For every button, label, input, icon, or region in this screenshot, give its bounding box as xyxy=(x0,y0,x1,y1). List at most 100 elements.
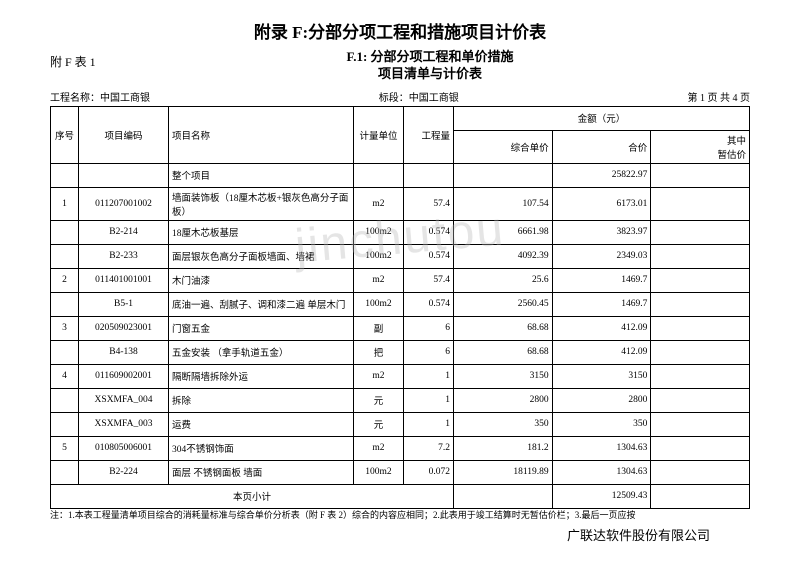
footnote: 注：1.本表工程量清单项目综合的消耗量标准与综合单价分析表（附 F 表 2）综合… xyxy=(50,510,750,521)
sub-title-line1: F.1: 分部分项工程和单价措施 xyxy=(230,49,630,66)
cell-unit xyxy=(354,163,404,187)
cell-seq xyxy=(51,244,79,268)
cell-price: 2560.45 xyxy=(454,292,553,316)
cell-price: 68.68 xyxy=(454,340,553,364)
cell-unit: 把 xyxy=(354,340,404,364)
cell-unit: 100m2 xyxy=(354,460,404,484)
cell-code: B2-233 xyxy=(79,244,169,268)
cell-price: 25.6 xyxy=(454,268,553,292)
page-label: 第 1 页 共 4 页 xyxy=(688,89,751,104)
cell-name: 拆除 xyxy=(169,388,354,412)
cell-name: 木门油漆 xyxy=(169,268,354,292)
cell-name: 底油一遍、刮腻子、调和漆二遍 单层木门 xyxy=(169,292,354,316)
cell-total: 6173.01 xyxy=(552,187,651,220)
meta-row: 工程名称：中国工商银 标段：中国工商银 第 1 页 共 4 页 xyxy=(50,89,750,104)
cell-qty: 57.4 xyxy=(404,268,454,292)
table-row: 5010805006001304不锈钢饰面m27.2181.21304.63 xyxy=(51,436,750,460)
cell-total: 3150 xyxy=(552,364,651,388)
table-row: 整个项目25822.97 xyxy=(51,163,750,187)
subtotal-label: 本页小计 xyxy=(51,484,454,508)
cell-unit: 元 xyxy=(354,412,404,436)
cell-qty: 57.4 xyxy=(404,187,454,220)
cell-temp xyxy=(651,220,750,244)
th-code: 项目编码 xyxy=(79,106,169,163)
cell-total: 1304.63 xyxy=(552,436,651,460)
cell-code: XSXMFA_003 xyxy=(79,412,169,436)
cell-temp xyxy=(651,244,750,268)
table-row: 本页小计12509.43 xyxy=(51,484,750,508)
cell-price xyxy=(454,163,553,187)
cell-qty: 6 xyxy=(404,340,454,364)
cell-seq xyxy=(51,460,79,484)
table-row: B2-233面层银灰色高分子面板墙面、墙裙100m20.5744092.3923… xyxy=(51,244,750,268)
cell-total: 412.09 xyxy=(552,316,651,340)
th-name: 项目名称 xyxy=(169,106,354,163)
cell-price: 2800 xyxy=(454,388,553,412)
th-unit-price: 综合单价 xyxy=(454,130,553,163)
cell-temp xyxy=(651,412,750,436)
cell-qty: 0.574 xyxy=(404,220,454,244)
cell-name: 隔断隔墙拆除外运 xyxy=(169,364,354,388)
cell-seq xyxy=(51,388,79,412)
cell-name: 面层 不锈钢面板 墙面 xyxy=(169,460,354,484)
cell-unit: 100m2 xyxy=(354,220,404,244)
cell-seq xyxy=(51,163,79,187)
cell-name: 门窗五金 xyxy=(169,316,354,340)
cell-total: 350 xyxy=(552,412,651,436)
cell-price: 4092.39 xyxy=(454,244,553,268)
cell-unit: m2 xyxy=(354,364,404,388)
th-temp: 其中 暂估价 xyxy=(651,130,750,163)
cell-name: 墙面装饰板（18厘木芯板+银灰色高分子面板） xyxy=(169,187,354,220)
cell-price: 107.54 xyxy=(454,187,553,220)
table-row: B4-138五金安装 （拿手轨道五金）把668.68412.09 xyxy=(51,340,750,364)
section-label: 标段：中国工商银 xyxy=(379,89,459,104)
cell-code xyxy=(79,163,169,187)
cell-seq xyxy=(51,220,79,244)
cell-code: B2-224 xyxy=(79,460,169,484)
cell-seq: 4 xyxy=(51,364,79,388)
cell-name: 整个项目 xyxy=(169,163,354,187)
cell-name: 304不锈钢饰面 xyxy=(169,436,354,460)
cell-code: 011609002001 xyxy=(79,364,169,388)
cell-qty: 1 xyxy=(404,412,454,436)
cell-qty xyxy=(404,163,454,187)
cell-unit: 100m2 xyxy=(354,244,404,268)
table-row: B2-224面层 不锈钢面板 墙面100m20.07218119.891304.… xyxy=(51,460,750,484)
cell-qty: 6 xyxy=(404,316,454,340)
cell-code: 011207001002 xyxy=(79,187,169,220)
cell-code: 010805006001 xyxy=(79,436,169,460)
cell-seq: 1 xyxy=(51,187,79,220)
cell-temp xyxy=(651,484,750,508)
cell-total: 3823.97 xyxy=(552,220,651,244)
table-row: XSXMFA_004拆除元128002800 xyxy=(51,388,750,412)
cell-qty: 7.2 xyxy=(404,436,454,460)
cell-unit: 元 xyxy=(354,388,404,412)
table-row: 1011207001002墙面装饰板（18厘木芯板+银灰色高分子面板）m257.… xyxy=(51,187,750,220)
cell-unit: m2 xyxy=(354,268,404,292)
cell-qty: 1 xyxy=(404,388,454,412)
cell-seq: 5 xyxy=(51,436,79,460)
sub-title-line2: 项目清单与计价表 xyxy=(230,66,630,83)
cell-seq: 3 xyxy=(51,316,79,340)
cell-temp xyxy=(651,292,750,316)
company-name: 广联达软件股份有限公司 xyxy=(50,525,750,544)
cell-code: B5-1 xyxy=(79,292,169,316)
th-amount-group: 金额（元） xyxy=(454,106,750,130)
pricing-table: 序号 项目编码 项目名称 计量单位 工程量 金额（元） 综合单价 合价 其中 暂… xyxy=(50,106,750,509)
cell-code: 020509023001 xyxy=(79,316,169,340)
cell-price: 18119.89 xyxy=(454,460,553,484)
table-row: 4011609002001隔断隔墙拆除外运m2131503150 xyxy=(51,364,750,388)
cell-qty: 0.072 xyxy=(404,460,454,484)
cell-price: 350 xyxy=(454,412,553,436)
table-row: 3020509023001门窗五金副668.68412.09 xyxy=(51,316,750,340)
cell-total: 2800 xyxy=(552,388,651,412)
project-label: 工程名称：中国工商银 xyxy=(50,89,150,104)
cell-total: 1469.7 xyxy=(552,292,651,316)
cell-unit: 100m2 xyxy=(354,292,404,316)
cell-name: 18厘木芯板基层 xyxy=(169,220,354,244)
cell-code: B4-138 xyxy=(79,340,169,364)
cell-code: 011401001001 xyxy=(79,268,169,292)
cell-qty: 0.574 xyxy=(404,244,454,268)
main-title: 附录 F:分部分项工程和措施项目计价表 xyxy=(50,18,750,43)
table-row: B5-1底油一遍、刮腻子、调和漆二遍 单层木门100m20.5742560.45… xyxy=(51,292,750,316)
